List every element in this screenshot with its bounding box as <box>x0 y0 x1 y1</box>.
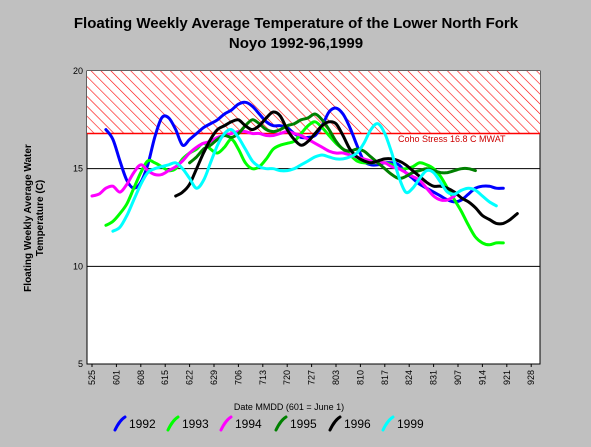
x-axis: 525 601 608 615 622 629 706 713 720 727 803 810 817 8… <box>87 364 536 385</box>
x-tick-label: 803 <box>331 370 341 385</box>
y-tick-label: 20 <box>73 66 83 76</box>
y-tick-label: 15 <box>73 164 83 174</box>
x-tick-label: 907 <box>453 370 463 385</box>
x-tick-label: 914 <box>477 370 487 385</box>
x-tick-label: 831 <box>429 370 439 385</box>
x-tick-label: 810 <box>355 370 365 385</box>
legend-swatch-1996 <box>328 415 342 432</box>
y-tick-label: 10 <box>73 261 83 271</box>
legend-swatch-1999 <box>381 415 395 432</box>
series-line-1999 <box>111 122 498 233</box>
x-tick-label: 817 <box>380 370 390 385</box>
y-tick-label: 5 <box>78 359 83 369</box>
x-tick-label: 622 <box>185 370 195 385</box>
y-axis-label-line2: Temperature (C) <box>35 180 46 257</box>
x-tick-label: 629 <box>209 370 219 385</box>
x-tick-label: 824 <box>404 370 414 385</box>
legend-label-1993: 1993 <box>182 417 209 431</box>
series-group <box>90 100 519 247</box>
x-tick-label: 727 <box>307 370 317 385</box>
legend-label-1999: 1999 <box>397 417 424 431</box>
series-line-1996 <box>174 110 519 226</box>
legend-swatch-1995 <box>274 415 288 432</box>
chart-title-line2: Noyo 1992-96,1999 <box>229 35 363 52</box>
x-tick-label: 608 <box>136 370 146 385</box>
x-tick-label: 615 <box>160 370 170 385</box>
legend-label-1994: 1994 <box>235 417 262 431</box>
chart-title-line1: Floating Weekly Average Temperature of t… <box>74 15 519 32</box>
legend-label-1992: 1992 <box>129 417 156 431</box>
series-line-1994 <box>90 129 456 202</box>
x-tick-label: 601 <box>111 370 121 385</box>
legend-swatch-1992 <box>113 415 127 432</box>
legend-label-1996: 1996 <box>344 417 371 431</box>
x-tick-label: 921 <box>502 370 512 385</box>
x-tick-label: 720 <box>282 370 292 385</box>
y-axis-label-line1: Floating Weekly Average Water <box>23 144 34 292</box>
y-axis: 5 10 15 20 <box>73 66 83 369</box>
legend: 1992 1993 1994 1995 1996 1999 <box>113 415 424 432</box>
x-tick-label: 525 <box>87 370 97 385</box>
x-tick-label: 713 <box>258 370 268 385</box>
x-axis-label: Date MMDD (601 = June 1) <box>234 402 344 412</box>
x-tick-label: 928 <box>526 370 536 385</box>
stress-zone-hatch <box>87 71 540 134</box>
legend-swatch-1994 <box>219 415 233 432</box>
legend-swatch-1993 <box>166 415 180 432</box>
x-tick-label: 706 <box>233 370 243 385</box>
legend-label-1995: 1995 <box>290 417 317 431</box>
threshold-label: Coho Stress 16.8 C MWAT <box>398 134 506 144</box>
